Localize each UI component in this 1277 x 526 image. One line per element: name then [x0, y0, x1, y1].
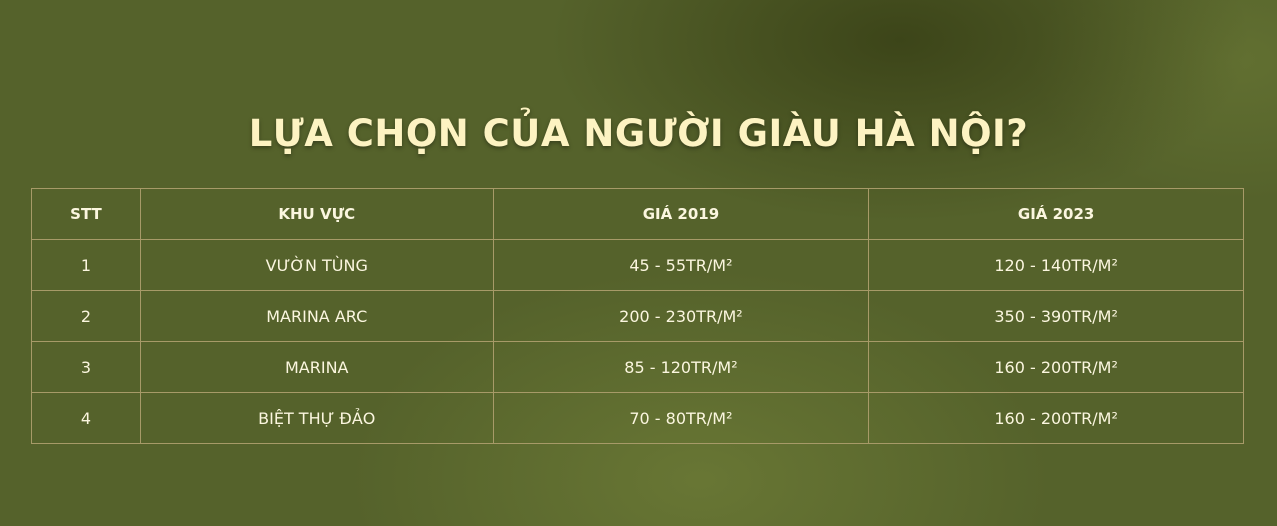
- table-header-row: STT KHU VỰC GIÁ 2019 GIÁ 2023: [31, 188, 1244, 240]
- cell-price-2023: 160 - 200TR/M²: [868, 392, 1244, 444]
- table-row: 3 MARINA 85 - 120TR/M² 160 - 200TR/M²: [31, 341, 1244, 393]
- table-row: 4 BIỆT THỰ ĐẢO 70 - 80TR/M² 160 - 200TR/…: [31, 392, 1244, 444]
- cell-area: BIỆT THỰ ĐẢO: [139, 392, 494, 444]
- header-stt: STT: [31, 188, 141, 240]
- cell-price-2023: 350 - 390TR/M²: [868, 290, 1244, 342]
- cell-area: MARINA ARC: [139, 290, 494, 342]
- cell-stt: 4: [31, 392, 141, 444]
- cell-stt: 2: [31, 290, 141, 342]
- price-table: STT KHU VỰC GIÁ 2019 GIÁ 2023 1 VƯỜN TÙN…: [31, 188, 1244, 444]
- cell-price-2023: 120 - 140TR/M²: [868, 239, 1244, 291]
- cell-price-2019: 85 - 120TR/M²: [492, 341, 870, 393]
- cell-price-2019: 70 - 80TR/M²: [492, 392, 870, 444]
- table-row: 1 VƯỜN TÙNG 45 - 55TR/M² 120 - 140TR/M²: [31, 239, 1244, 291]
- page-title: LỰA CHỌN CỦA NGƯỜI GIÀU HÀ NỘI?: [248, 112, 1029, 155]
- cell-area: VƯỜN TÙNG: [139, 239, 494, 291]
- cell-stt: 1: [31, 239, 141, 291]
- cell-price-2019: 200 - 230TR/M²: [492, 290, 870, 342]
- cell-area: MARINA: [139, 341, 494, 393]
- header-price-2019: GIÁ 2019: [492, 188, 870, 240]
- header-area: KHU VỰC: [139, 188, 494, 240]
- cell-price-2023: 160 - 200TR/M²: [868, 341, 1244, 393]
- header-price-2023: GIÁ 2023: [868, 188, 1244, 240]
- cell-price-2019: 45 - 55TR/M²: [492, 239, 870, 291]
- cell-stt: 3: [31, 341, 141, 393]
- table-row: 2 MARINA ARC 200 - 230TR/M² 350 - 390TR/…: [31, 290, 1244, 342]
